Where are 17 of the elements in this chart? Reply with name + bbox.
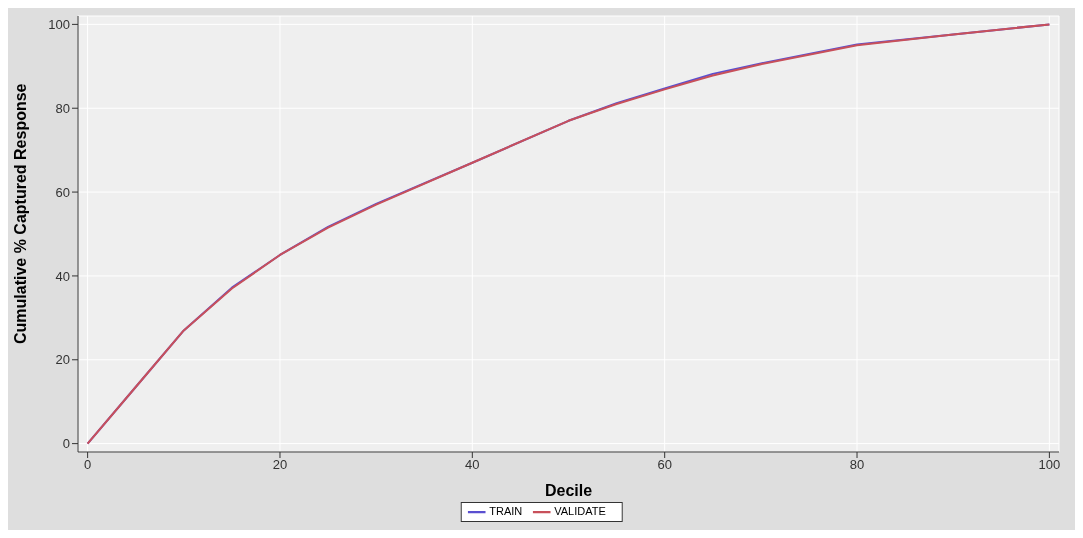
legend-label: TRAIN [489,504,523,517]
x-tick-label: 0 [84,457,92,473]
x-axis-title: Decile [544,482,593,499]
line-series [86,23,1051,445]
y-axis-title: Cumulative % Captured Response [11,83,29,344]
y-tick-label: 60 [55,184,70,200]
y-tick-label: 100 [48,17,70,32]
legend-label: VALIDATE [554,504,606,517]
x-tick-label: 60 [657,457,672,473]
x-tick-label: 100 [1038,457,1061,473]
x-tick-label: 40 [465,457,480,473]
y-tick-label: 20 [55,352,70,368]
y-tick-label: 0 [62,436,70,452]
y-tick-label: 40 [55,268,70,284]
x-tick-label: 80 [849,457,865,473]
x-tick-label: 20 [272,457,288,473]
y-tick-label: 80 [55,100,70,116]
